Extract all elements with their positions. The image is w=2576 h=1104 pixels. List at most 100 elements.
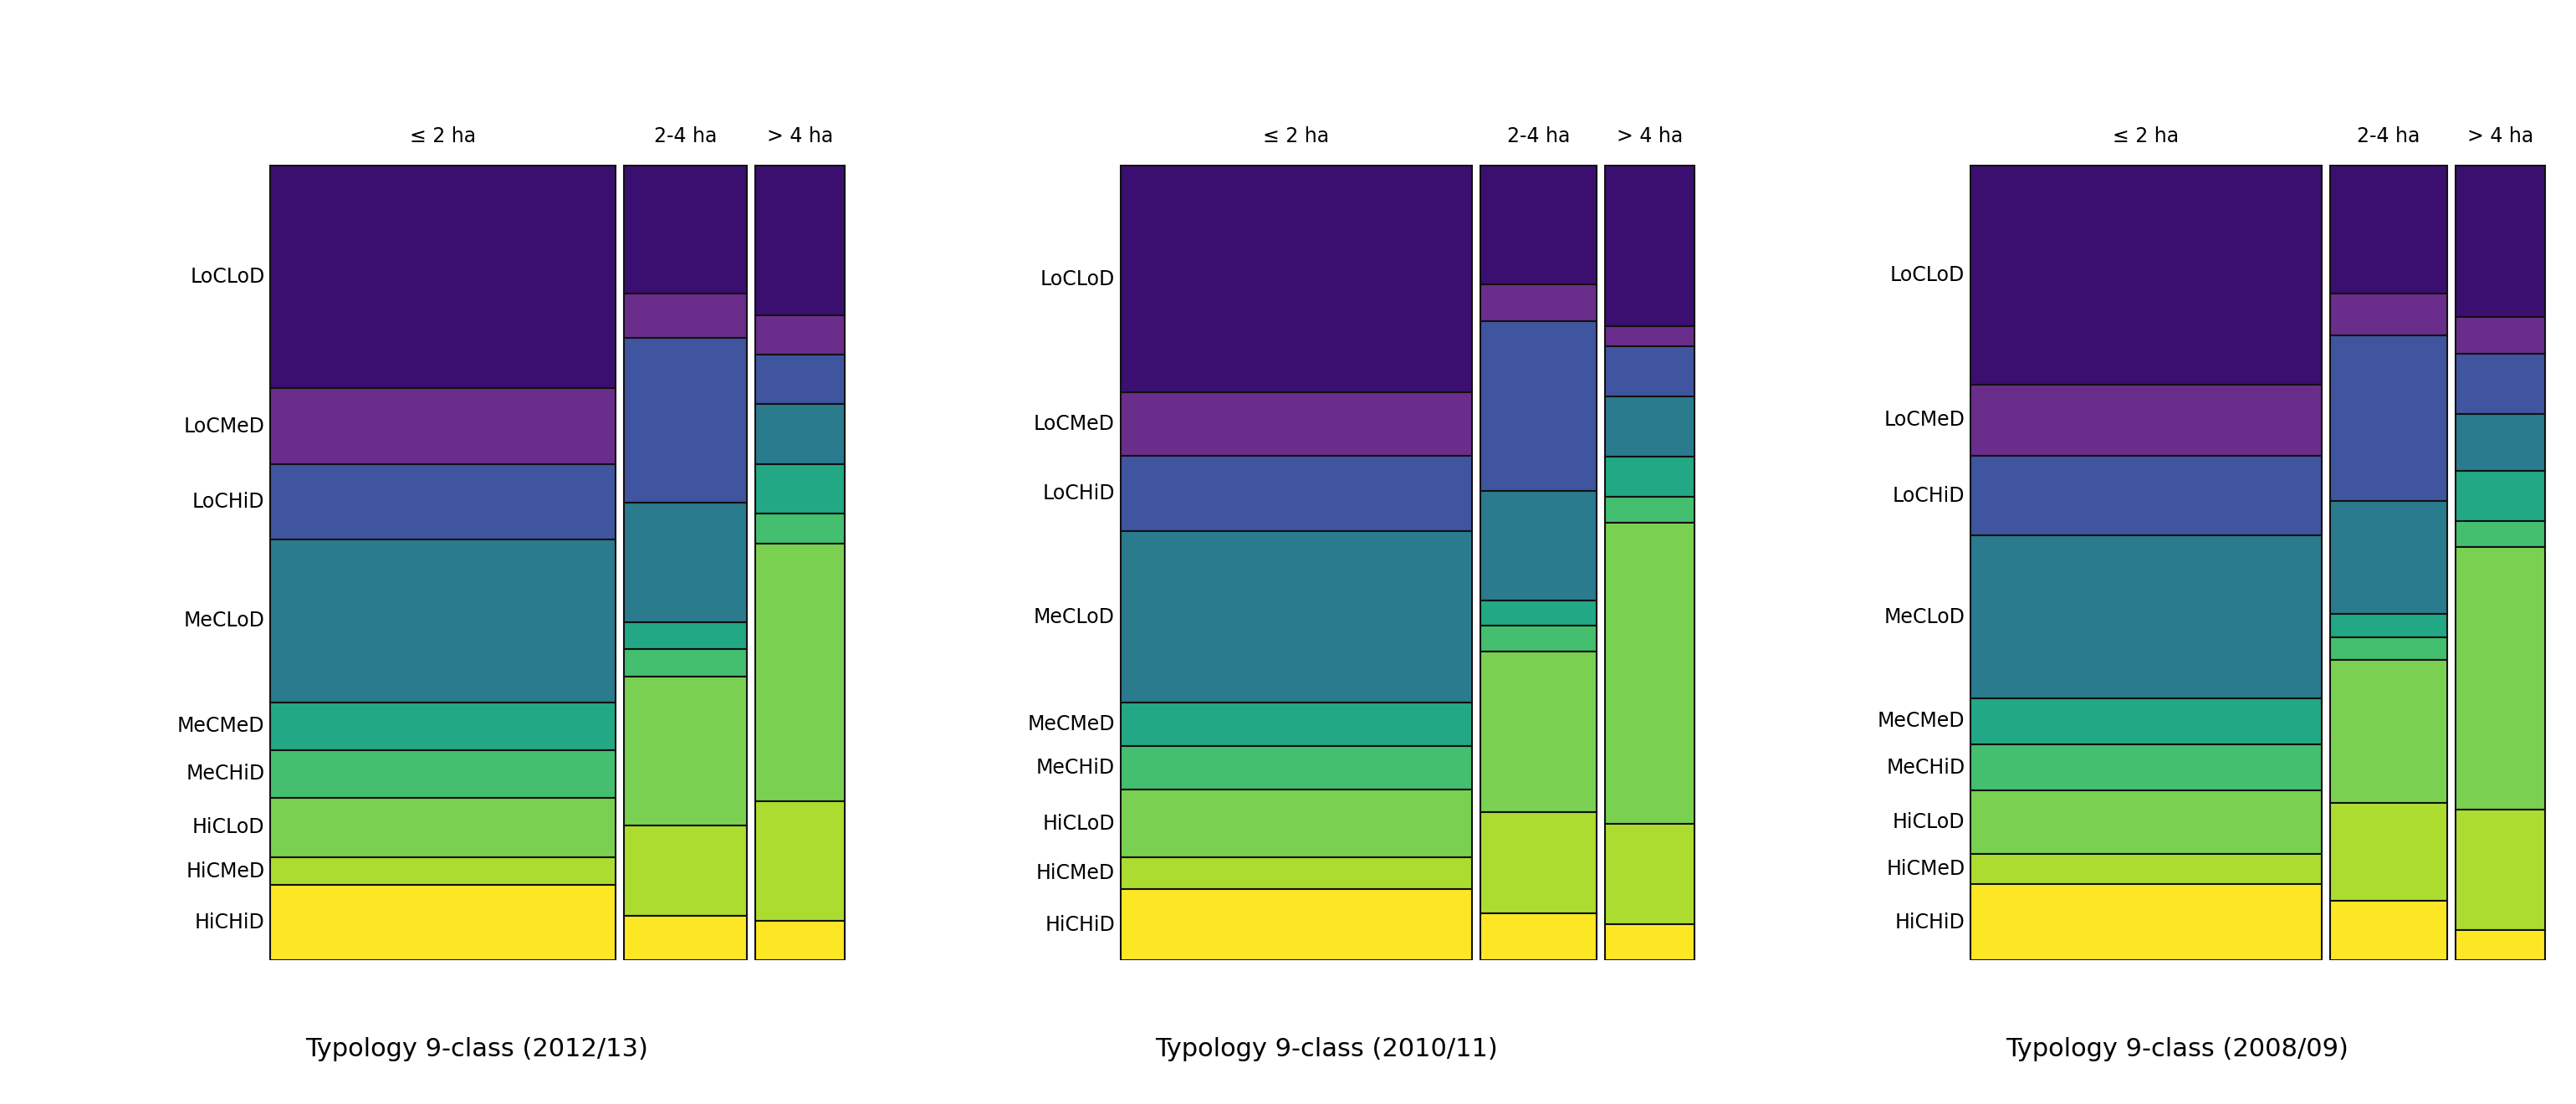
- Bar: [1121, 889, 1471, 960]
- Text: ≤ 2 ha: ≤ 2 ha: [1262, 126, 1329, 146]
- Text: LoCHiD: LoCHiD: [1043, 484, 1115, 503]
- Bar: [1121, 456, 1471, 531]
- Bar: [1971, 744, 2321, 790]
- Text: Typology 9-class (2008/09): Typology 9-class (2008/09): [2004, 1037, 2349, 1061]
- Bar: [2455, 470, 2545, 521]
- Bar: [2455, 353, 2545, 414]
- Text: 2-4 ha: 2-4 ha: [654, 126, 716, 146]
- Bar: [270, 702, 616, 750]
- Bar: [755, 354, 845, 404]
- Bar: [2455, 809, 2545, 931]
- Text: MeCMeD: MeCMeD: [1028, 714, 1115, 734]
- Text: 2-4 ha: 2-4 ha: [1507, 126, 1569, 146]
- Text: MeCMeD: MeCMeD: [1878, 711, 1965, 731]
- Text: HiCMeD: HiCMeD: [1036, 863, 1115, 883]
- Bar: [1605, 327, 1695, 347]
- Text: HiCMeD: HiCMeD: [1886, 859, 1965, 879]
- Text: LoCLoD: LoCLoD: [191, 267, 265, 287]
- Text: MeCHiD: MeCHiD: [1886, 757, 1965, 777]
- Text: HiCHiD: HiCHiD: [1046, 915, 1115, 935]
- Bar: [1605, 824, 1695, 924]
- Text: MeCHiD: MeCHiD: [1036, 757, 1115, 778]
- Bar: [1605, 396, 1695, 457]
- Text: MeCLoD: MeCLoD: [1883, 607, 1965, 627]
- Bar: [755, 315, 845, 354]
- Bar: [2455, 931, 2545, 960]
- Text: LoCMeD: LoCMeD: [183, 416, 265, 436]
- Text: LoCHiD: LoCHiD: [193, 491, 265, 512]
- Bar: [270, 750, 616, 797]
- Bar: [1605, 523, 1695, 824]
- Bar: [623, 502, 747, 623]
- Bar: [2455, 414, 2545, 470]
- Text: HiCLoD: HiCLoD: [1043, 814, 1115, 834]
- Text: MeCLoD: MeCLoD: [1033, 607, 1115, 627]
- Text: HiCHiD: HiCHiD: [196, 913, 265, 933]
- Bar: [270, 389, 616, 464]
- Bar: [1481, 285, 1597, 321]
- Text: Typology 9-class (2010/11): Typology 9-class (2010/11): [1154, 1037, 1499, 1061]
- Bar: [623, 338, 747, 502]
- Bar: [755, 464, 845, 513]
- Bar: [623, 915, 747, 960]
- Bar: [2331, 501, 2447, 614]
- Bar: [1605, 924, 1695, 960]
- Bar: [1481, 321, 1597, 490]
- Bar: [1605, 457, 1695, 497]
- Bar: [1971, 854, 2321, 884]
- Text: 2-4 ha: 2-4 ha: [2357, 126, 2419, 146]
- Bar: [2455, 548, 2545, 809]
- Bar: [1481, 166, 1597, 285]
- Bar: [1971, 456, 2321, 535]
- Bar: [270, 857, 616, 885]
- Bar: [270, 464, 616, 540]
- Text: MeCMeD: MeCMeD: [178, 716, 265, 736]
- Bar: [755, 921, 845, 960]
- Bar: [1121, 702, 1471, 746]
- Bar: [623, 677, 747, 826]
- Bar: [2331, 166, 2447, 294]
- Text: ≤ 2 ha: ≤ 2 ha: [2112, 126, 2179, 146]
- Bar: [2331, 294, 2447, 336]
- Text: HiCLoD: HiCLoD: [193, 817, 265, 838]
- Bar: [2331, 638, 2447, 660]
- Bar: [2455, 166, 2545, 317]
- Bar: [1605, 166, 1695, 327]
- Text: MeCLoD: MeCLoD: [183, 611, 265, 630]
- Text: HiCLoD: HiCLoD: [1893, 813, 1965, 832]
- Bar: [755, 543, 845, 802]
- Bar: [1481, 811, 1597, 913]
- Bar: [1481, 490, 1597, 601]
- Bar: [270, 540, 616, 702]
- Text: HiCMeD: HiCMeD: [185, 861, 265, 881]
- Bar: [755, 513, 845, 543]
- Bar: [1121, 746, 1471, 789]
- Text: Typology 9-class (2012/13): Typology 9-class (2012/13): [304, 1037, 649, 1061]
- Bar: [1121, 166, 1471, 392]
- Bar: [270, 166, 616, 389]
- Text: > 4 ha: > 4 ha: [768, 126, 832, 146]
- Text: > 4 ha: > 4 ha: [2468, 126, 2532, 146]
- Text: ≤ 2 ha: ≤ 2 ha: [410, 126, 477, 146]
- Bar: [755, 802, 845, 921]
- Bar: [1605, 497, 1695, 523]
- Bar: [2331, 803, 2447, 901]
- Text: LoCHiD: LoCHiD: [1893, 486, 1965, 506]
- Bar: [1481, 913, 1597, 960]
- Text: LoCLoD: LoCLoD: [1041, 269, 1115, 289]
- Bar: [1971, 699, 2321, 744]
- Bar: [270, 797, 616, 857]
- Text: LoCMeD: LoCMeD: [1883, 411, 1965, 431]
- Bar: [1121, 789, 1471, 857]
- Bar: [1481, 601, 1597, 626]
- Bar: [1971, 384, 2321, 456]
- Text: LoCMeD: LoCMeD: [1033, 414, 1115, 434]
- Bar: [623, 826, 747, 915]
- Bar: [2455, 521, 2545, 548]
- Bar: [1481, 626, 1597, 651]
- Bar: [1971, 535, 2321, 699]
- Bar: [623, 294, 747, 338]
- Bar: [2331, 901, 2447, 960]
- Bar: [1971, 790, 2321, 854]
- Bar: [2331, 336, 2447, 501]
